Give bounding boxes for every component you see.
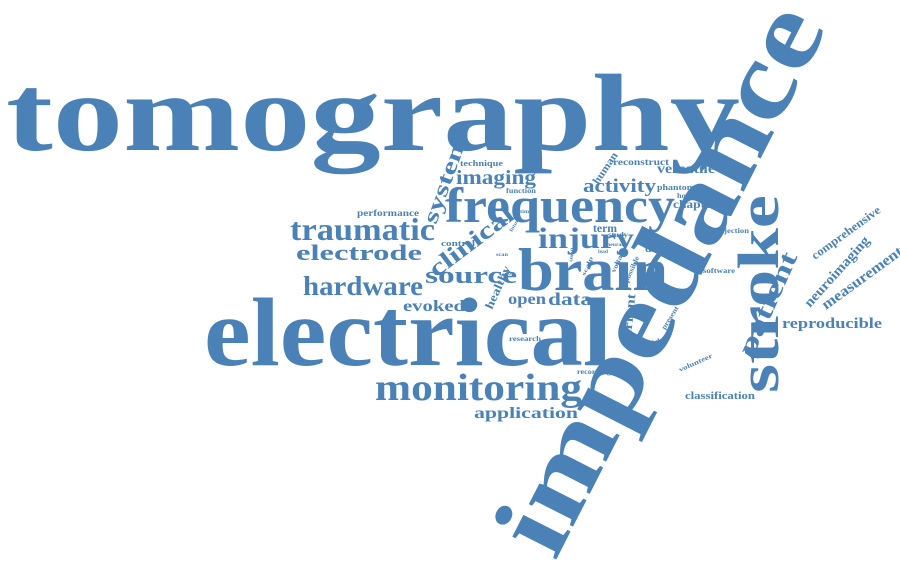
word-application: application	[474, 405, 578, 422]
word-hospital: hospital	[677, 192, 705, 200]
word-electrode: electrode	[296, 240, 422, 265]
word-phantom: phantom	[657, 183, 695, 192]
word-neural: neural	[607, 243, 624, 248]
word-classification: classification	[685, 390, 755, 402]
word-dataset: dataset	[645, 244, 682, 255]
word-software: software	[703, 267, 735, 275]
word-tomography: tomography	[6, 52, 740, 174]
word-stroke: stroke	[726, 195, 791, 393]
word-term: term	[593, 221, 617, 235]
word-monitoring: monitoring	[375, 367, 582, 409]
word-hardware: hardware	[303, 271, 423, 301]
word-frequency: frequency	[445, 177, 675, 233]
word-chapter: chapter	[673, 197, 718, 211]
word-traumatic: traumatic	[290, 211, 435, 247]
word-study: study	[608, 231, 629, 239]
word-electrical: electrical	[204, 279, 612, 387]
word-injury: injury	[538, 222, 634, 255]
word-lead: lead	[598, 250, 608, 255]
word-imaging: imaging	[456, 167, 536, 189]
word-small: small	[569, 247, 576, 262]
word-control: control	[441, 239, 476, 248]
word-open: open	[508, 291, 546, 308]
word-reproducible: reproducible	[782, 316, 882, 332]
word-method: method	[631, 337, 660, 348]
word-performance: performance	[357, 208, 419, 218]
word-research: research	[509, 335, 541, 343]
word-brain: brain	[518, 237, 668, 303]
word-evoked: evoked	[403, 298, 465, 315]
word-current: current	[618, 292, 638, 346]
word-function: function	[506, 187, 536, 195]
word-activity: activity	[583, 176, 657, 197]
word-recording: recording	[577, 368, 612, 376]
word-time: time	[520, 210, 533, 215]
word-injection: injection	[717, 227, 749, 235]
word-data: data	[548, 289, 592, 309]
word-reconstruct: reconstruct	[613, 157, 669, 167]
word-technique: technique	[460, 159, 504, 168]
word-scan: scan	[496, 253, 508, 258]
word-source: source	[425, 263, 517, 289]
word-versatile: versatile	[657, 162, 715, 177]
